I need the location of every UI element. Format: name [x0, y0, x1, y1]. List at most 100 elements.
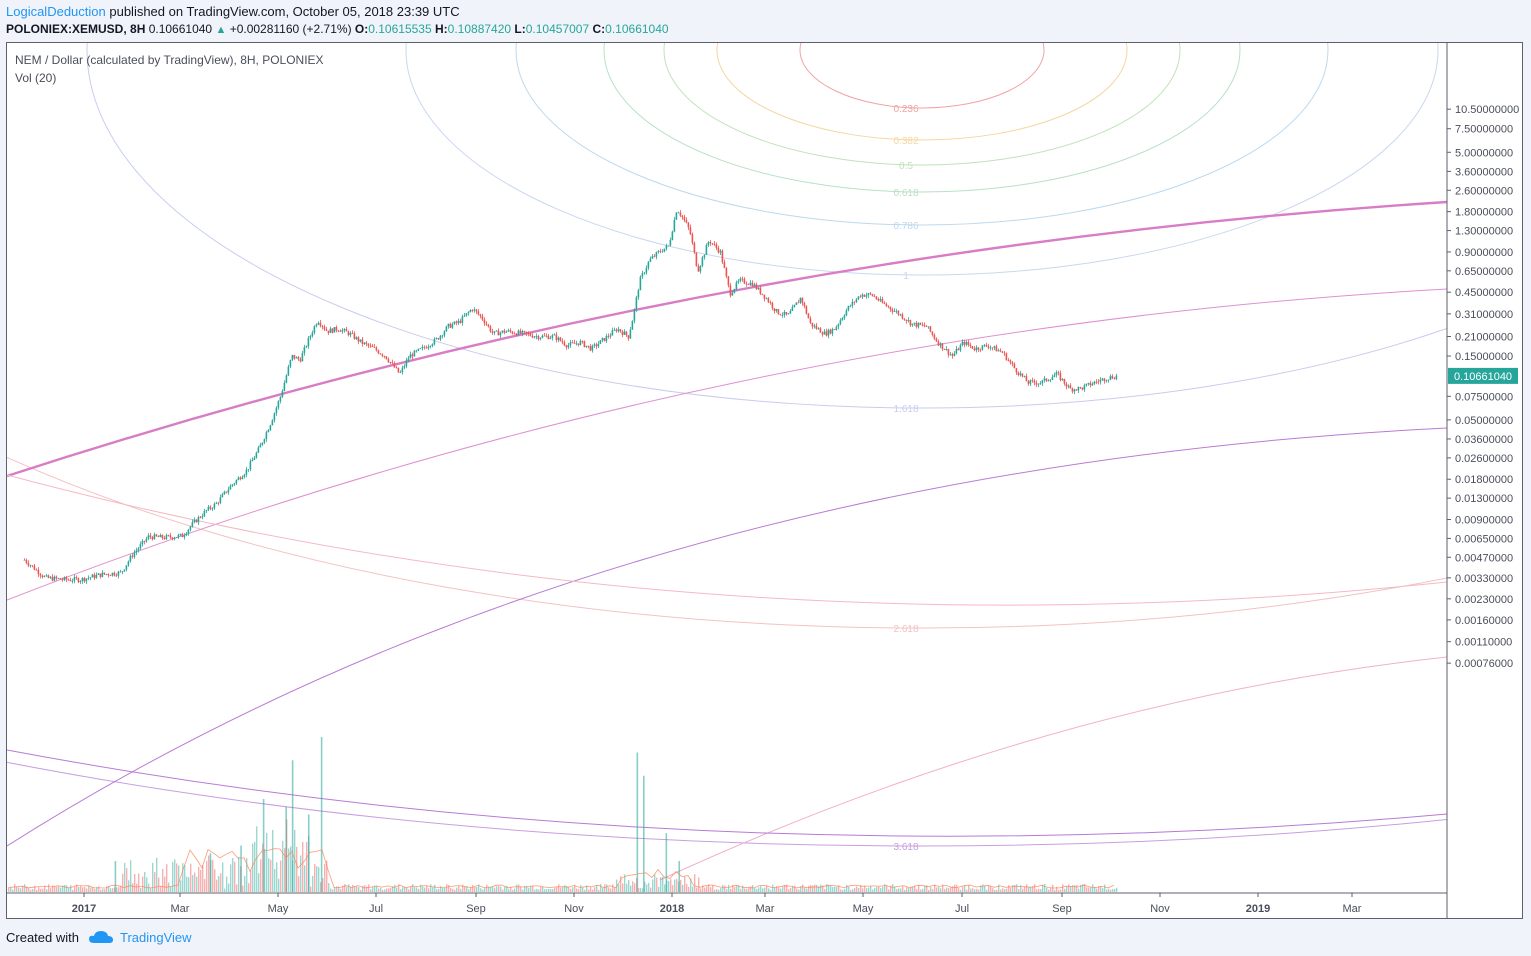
low-label: L:: [514, 22, 526, 36]
candle-body: [923, 324, 926, 327]
candle-body: [721, 250, 724, 263]
candle-body: [725, 267, 728, 277]
fib-arc: [799, 43, 1045, 109]
candle-body: [241, 477, 244, 480]
candle-body: [695, 252, 698, 267]
candle-body: [963, 341, 966, 345]
candle-body: [601, 338, 604, 341]
candle-body: [833, 329, 836, 330]
candle-body: [513, 333, 516, 335]
candle-body: [635, 297, 638, 310]
volume-bar: [848, 886, 850, 892]
time-axis[interactable]: 2017 Mar May Jul Sep Nov 2018 Mar May Jul Sep Nov 20…: [72, 893, 1362, 915]
volume-bar: [950, 886, 952, 892]
candle-body: [987, 346, 990, 348]
candle-body: [97, 573, 100, 575]
volume-bar: [1040, 889, 1042, 892]
candle-body: [77, 578, 80, 583]
volume-bar: [652, 879, 654, 892]
volume-bar: [650, 887, 652, 892]
candle-body: [461, 316, 464, 323]
candle-body: [163, 538, 166, 539]
candle-body: [153, 534, 156, 540]
volume-bar: [500, 886, 502, 892]
volume-bar: [618, 884, 620, 892]
volume-bar: [104, 889, 106, 892]
volume-bar: [862, 888, 864, 892]
price-tick-label: 0.00076000: [1455, 658, 1513, 670]
volume-bar: [1056, 886, 1058, 892]
volume-bar: [1054, 889, 1056, 892]
volume-bar: [454, 889, 456, 892]
candle-body: [155, 534, 158, 537]
price-tick-label: 5.00000000: [1455, 147, 1513, 159]
volume-bar: [164, 876, 166, 892]
volume-bar: [304, 865, 306, 892]
volume-bar: [726, 889, 728, 892]
volume-bar: [634, 883, 636, 892]
volume-bar: [234, 861, 236, 892]
volume-bar: [626, 883, 628, 892]
volume-bar: [898, 888, 900, 892]
volume-bar: [1016, 884, 1018, 892]
volume-bar: [856, 886, 858, 892]
volume-bar: [940, 888, 942, 892]
volume-bar: [896, 889, 898, 892]
candle-body: [133, 552, 136, 557]
volume-bar: [144, 871, 146, 892]
candle-body: [411, 354, 414, 357]
candle-body: [485, 323, 488, 325]
candle-body: [37, 569, 40, 575]
volume-bar: [488, 886, 490, 892]
volume-bar: [162, 869, 164, 892]
candle-body: [613, 329, 616, 331]
volume-bar: [130, 860, 132, 892]
volume-bar: [558, 884, 560, 892]
candle-body: [481, 315, 484, 320]
volume-bar: [912, 886, 914, 892]
volume-bar: [464, 886, 466, 892]
candle-body: [27, 562, 30, 566]
candle-body: [887, 306, 890, 307]
candle-body: [735, 282, 738, 290]
volume-bar: [246, 858, 248, 892]
volume-bar: [524, 885, 526, 892]
price-axis[interactable]: 10.50000000 7.50000000 5.00000000 3.6000000…: [1447, 104, 1519, 670]
candle-body: [239, 477, 242, 480]
volume-bar: [110, 888, 112, 892]
chart-pane[interactable]: [6, 42, 1523, 919]
candle-body: [449, 323, 452, 328]
last-price: 0.10661040: [148, 22, 213, 36]
volume-bar: [1022, 888, 1024, 892]
candle-body: [429, 346, 432, 347]
candle-body: [871, 294, 874, 296]
volume-bar: [1044, 884, 1046, 892]
candle-body: [879, 298, 882, 301]
tradingview-link[interactable]: TradingView: [120, 930, 192, 945]
candle-body: [855, 299, 858, 302]
volume-bar: [612, 884, 614, 892]
candle-body: [557, 337, 560, 340]
volume-bar: [1082, 884, 1084, 892]
candle-body: [41, 575, 44, 577]
candle-body: [115, 575, 118, 577]
volume-bar: [986, 889, 988, 892]
candle-body: [105, 574, 108, 575]
candle-body: [815, 325, 818, 329]
volume-bar: [228, 883, 230, 892]
volume-bar: [126, 868, 128, 892]
volume-bar: [48, 884, 50, 892]
volume-bar: [36, 889, 38, 892]
volume-bar: [1026, 884, 1028, 892]
candle-body: [135, 550, 138, 553]
volume-bar: [540, 886, 542, 892]
volume-bar: [270, 859, 272, 892]
candle-body: [997, 350, 1000, 352]
volume-bar: [1020, 885, 1022, 892]
volume-bar: [752, 885, 754, 892]
volume-bar: [680, 880, 682, 892]
volume-bar: [936, 887, 938, 892]
volume-bar: [82, 887, 84, 892]
author-link[interactable]: LogicalDeduction: [6, 4, 106, 19]
